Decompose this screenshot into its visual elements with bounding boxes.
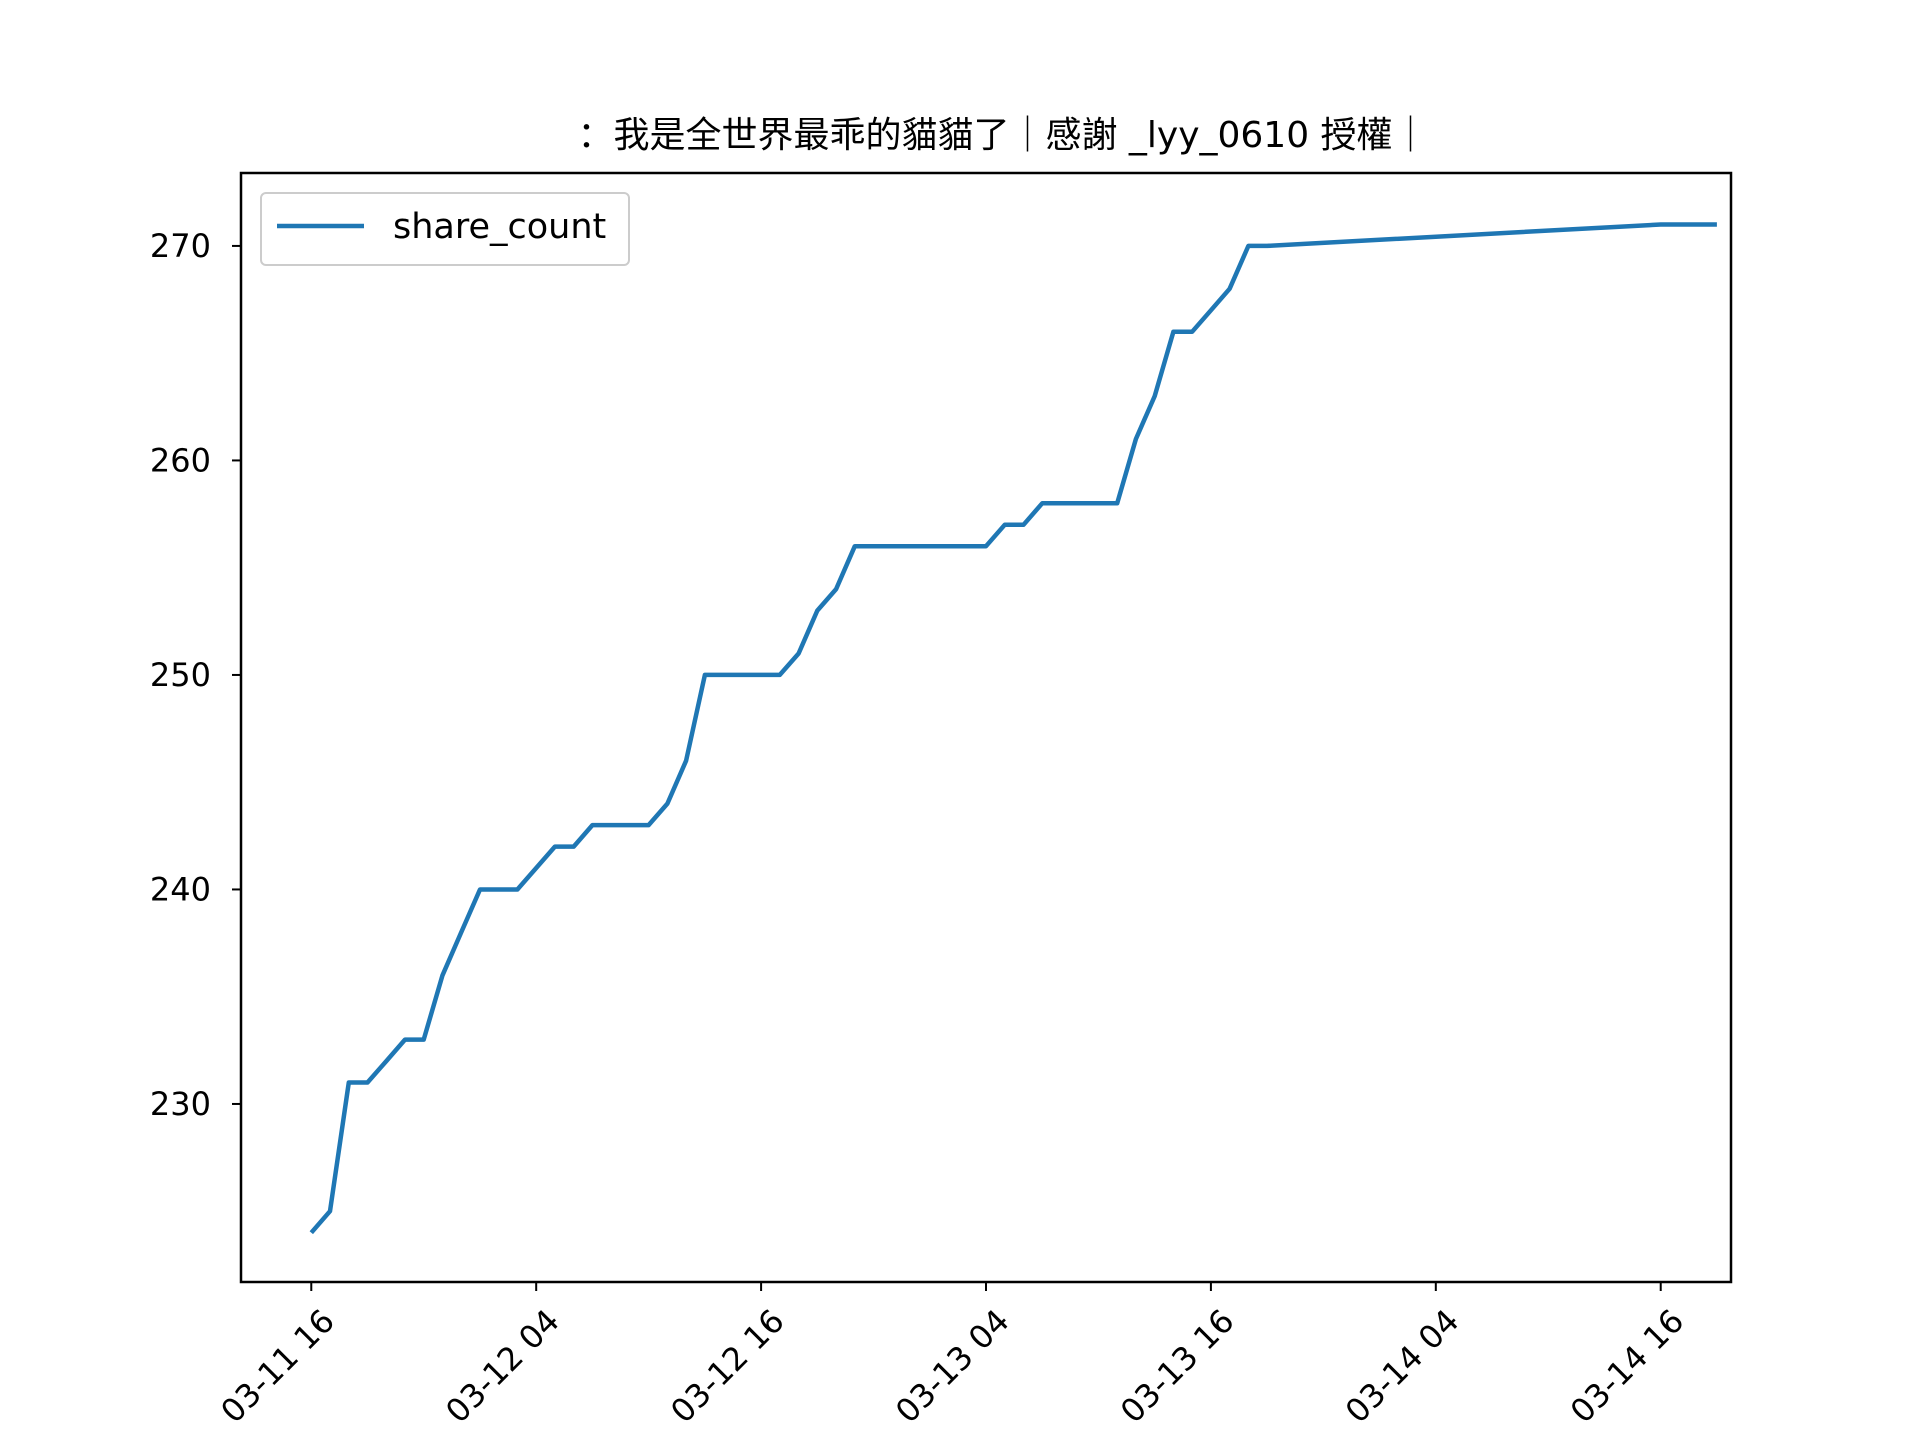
x-tick-label: 03-13 04: [888, 1302, 1017, 1431]
x-tick-label: 03-11 16: [213, 1302, 342, 1431]
x-tick-label: 03-12 04: [438, 1302, 567, 1431]
x-tick-label: 03-12 16: [663, 1302, 792, 1431]
x-tick-label: 03-14 04: [1338, 1302, 1467, 1431]
series-layer: [309, 222, 1717, 1235]
y-tick-label: 270: [150, 227, 211, 265]
x-axis: 03-11 16 03-12 04 03-12 16 03-13 04 03-13 16…: [213, 1282, 1691, 1430]
y-tick-label: 230: [150, 1085, 211, 1123]
x-tick-label: 03-14 16: [1563, 1302, 1692, 1431]
series-line-share-count: [309, 222, 1717, 1235]
y-axis: 230 240 250 260 270: [150, 227, 241, 1123]
legend-label-share-count: share_count: [393, 207, 606, 247]
x-tick-label: 03-13 16: [1113, 1302, 1242, 1431]
y-tick-label: 250: [150, 656, 211, 694]
legend: share_count: [260, 192, 630, 266]
y-tick-label: 240: [150, 870, 211, 908]
chart-title: ：我是全世界最乖的貓貓了｜感謝 _lyy_0610 授權｜: [577, 115, 1428, 156]
legend-box: [260, 192, 630, 266]
plot-area-frame: [239, 171, 1733, 1284]
y-tick-label: 260: [150, 441, 211, 479]
